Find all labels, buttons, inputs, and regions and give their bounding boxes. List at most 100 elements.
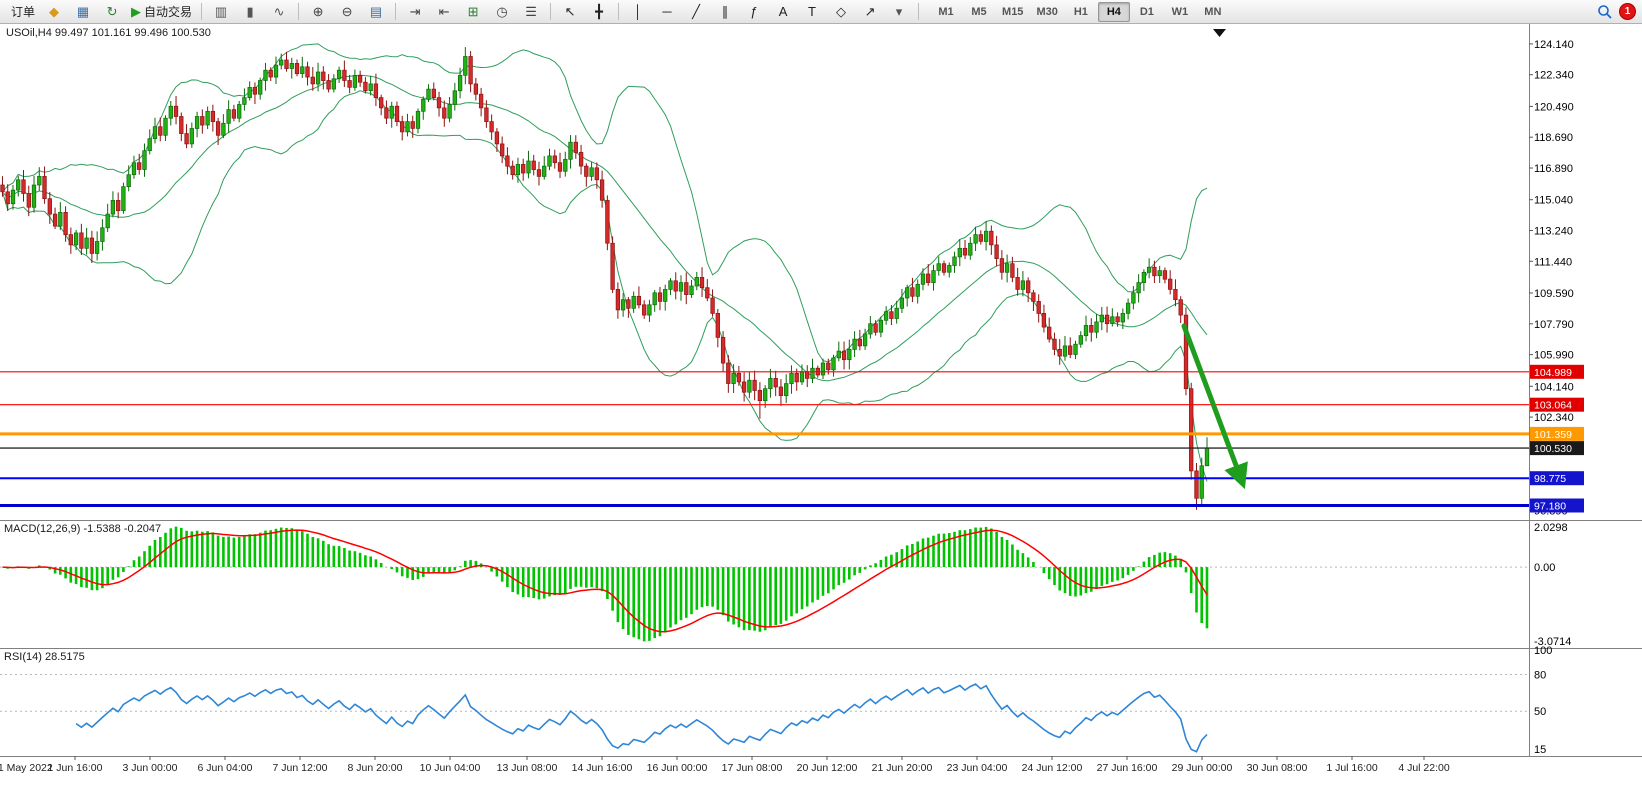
svg-text:30 Jun 08:00: 30 Jun 08:00 [1247,762,1308,774]
new-chart-icon[interactable]: ⊞ [467,3,479,19]
svg-text:98.775: 98.775 [1534,473,1566,485]
symbol-ohlc-label: USOil,H4 99.497 101.161 99.496 100.530 [6,27,211,39]
auto-trading-button[interactable]: ▶ 自动交易 [131,3,193,20]
horizontal-lines [0,371,1529,507]
horizontal-line-icon[interactable]: ─ [662,4,672,19]
refresh-icon[interactable]: ↻ [106,3,118,19]
panel-separators [0,24,1642,757]
candlestick-series [0,47,1210,510]
svg-text:97.180: 97.180 [1534,501,1566,513]
orders-button[interactable]: 订单 [11,5,36,19]
svg-text:50: 50 [1534,706,1546,718]
toolbar-separator [550,3,552,20]
trend-arrow[interactable] [1181,323,1248,490]
rsi-line [75,683,1208,753]
chart-shift-icon[interactable]: ⇤ [438,3,450,19]
timeframe-mn[interactable]: MN [1204,5,1222,18]
dropdown-icon[interactable]: ▾ [895,3,903,19]
svg-text:-3.0714: -3.0714 [1534,636,1571,648]
svg-text:23 Jun 04:00: 23 Jun 04:00 [947,762,1008,774]
search-icon[interactable] [1597,4,1613,20]
crosshair-icon[interactable]: ╋ [595,3,603,19]
toolbar: 订单 ◆ ▦ ↻ ▶ 自动交易 ▥ ▮ ∿ ⊕ ⊖ ▤ ⇥ ⇤ ⊞ ◷ ☰ ↖ ╋ │ ─ ╱ ∥ ƒ A T ◇ ↗ ▾ M1 M5 M15… [0,0,1642,24]
macd-label: MACD(12,26,9) -1.5388 -0.2047 [4,523,162,535]
ohlc-values: 99.497 101.161 99.496 100.530 [54,27,211,39]
svg-text:100: 100 [1534,645,1552,657]
calculator-icon[interactable]: ☰ [525,3,537,19]
svg-text:15: 15 [1534,744,1546,756]
price-badge [1530,426,1584,441]
notification-badge[interactable]: 1 [1619,3,1636,20]
period-clock-icon[interactable]: ◷ [496,3,508,19]
rsi-label: RSI(14) 28.5175 [4,651,85,663]
svg-text:115.040: 115.040 [1534,195,1573,207]
tile-windows-icon[interactable]: ▤ [369,3,383,19]
toolbar-items: 订单 ◆ ▦ ↻ ▶ 自动交易 ▥ ▮ ∿ ⊕ ⊖ ▤ ⇥ ⇤ ⊞ ◷ ☰ ↖ ╋ │ ─ ╱ ∥ ƒ A T ◇ ↗ ▾ M1 M5 M15… [4,1,1229,23]
svg-text:109.590: 109.590 [1534,288,1574,300]
price-badge [1530,498,1584,513]
svg-text:16 Jun 00:00: 16 Jun 00:00 [647,762,708,774]
svg-text:105.990: 105.990 [1534,350,1574,362]
price-badge [1530,471,1584,486]
chart-canvas[interactable]: 124.140 122.340 120.490 118.690 116.890 115.0… [0,24,1642,810]
svg-text:20 Jun 12:00: 20 Jun 12:00 [797,762,858,774]
charts-grid-icon[interactable]: ▦ [76,3,90,19]
cursor-icon[interactable]: ↖ [564,3,576,19]
rsi-panel: 100 80 50 15 [0,645,1552,756]
svg-text:13 Jun 08:00: 13 Jun 08:00 [497,762,558,774]
toolbar-separator [201,3,203,20]
timeframe-m30[interactable]: M30 [1036,5,1058,18]
timeframe-h1[interactable]: H1 [1073,5,1088,18]
timeframe-d1[interactable]: D1 [1139,5,1154,18]
svg-text:6 Jun 04:00: 6 Jun 04:00 [198,762,253,774]
timeframe-m5[interactable]: M5 [971,5,987,18]
svg-text:7 Jun 12:00: 7 Jun 12:00 [273,762,328,774]
candlestick-icon[interactable]: ▮ [246,3,254,19]
timeframe-m1[interactable]: M1 [938,5,954,18]
vertical-line-icon[interactable]: │ [633,4,643,19]
price-badge [1530,397,1584,412]
svg-text:31 May 2022: 31 May 2022 [0,762,53,774]
macd-signal-line [2,529,1208,633]
svg-text:17 Jun 08:00: 17 Jun 08:00 [722,762,783,774]
symbol-label: USOil,H4 [6,27,52,39]
bollinger-bands [2,43,1208,482]
svg-text:10 Jun 04:00: 10 Jun 04:00 [420,762,481,774]
svg-text:111.440: 111.440 [1534,256,1572,268]
price-axis[interactable]: 124.140 122.340 120.490 118.690 116.890 115.0… [1529,39,1584,518]
price-badge [1530,441,1584,456]
shapes-icon[interactable]: ◇ [836,3,847,19]
new-order-icon[interactable]: ◆ [49,3,60,19]
text-label-icon[interactable]: T [808,4,816,19]
macd-panel: 2.0298 0.00 -3.0714 [0,522,1571,648]
svg-text:104.989: 104.989 [1534,367,1572,379]
bar-chart-icon[interactable]: ▥ [214,3,228,19]
timeframe-w1[interactable]: W1 [1171,5,1189,18]
svg-text:107.790: 107.790 [1534,319,1574,331]
trendline-icon[interactable]: ╱ [692,3,700,19]
svg-text:4 Jul 22:00: 4 Jul 22:00 [1398,762,1450,774]
svg-text:124.140: 124.140 [1534,39,1574,51]
svg-text:0.00: 0.00 [1534,562,1555,574]
zoom-out-icon[interactable]: ⊖ [341,3,353,19]
svg-text:100.530: 100.530 [1534,443,1572,455]
timeframe-h4[interactable]: H4 [1097,1,1130,22]
timeframe-m15[interactable]: M15 [1002,5,1024,18]
chart-end-marker[interactable] [1213,29,1226,37]
text-icon[interactable]: A [778,4,788,19]
toolbar-separator [918,3,920,20]
svg-text:14 Jun 16:00: 14 Jun 16:00 [572,762,633,774]
svg-text:80: 80 [1534,670,1546,682]
svg-text:113.240: 113.240 [1534,226,1573,238]
auto-scroll-icon[interactable]: ⇥ [409,3,421,19]
svg-text:8 Jun 20:00: 8 Jun 20:00 [348,762,403,774]
arrows-icon[interactable]: ↗ [864,3,876,19]
timeframe-bar: M1 M5 M15 M30 H1 H4 D1 W1 MN [930,1,1229,22]
notification-count: 1 [1624,6,1631,17]
channel-icon[interactable]: ∥ [721,3,729,19]
zoom-in-icon[interactable]: ⊕ [312,3,324,19]
line-chart-icon[interactable]: ∿ [273,3,285,19]
fibonacci-icon[interactable]: ƒ [750,4,758,19]
